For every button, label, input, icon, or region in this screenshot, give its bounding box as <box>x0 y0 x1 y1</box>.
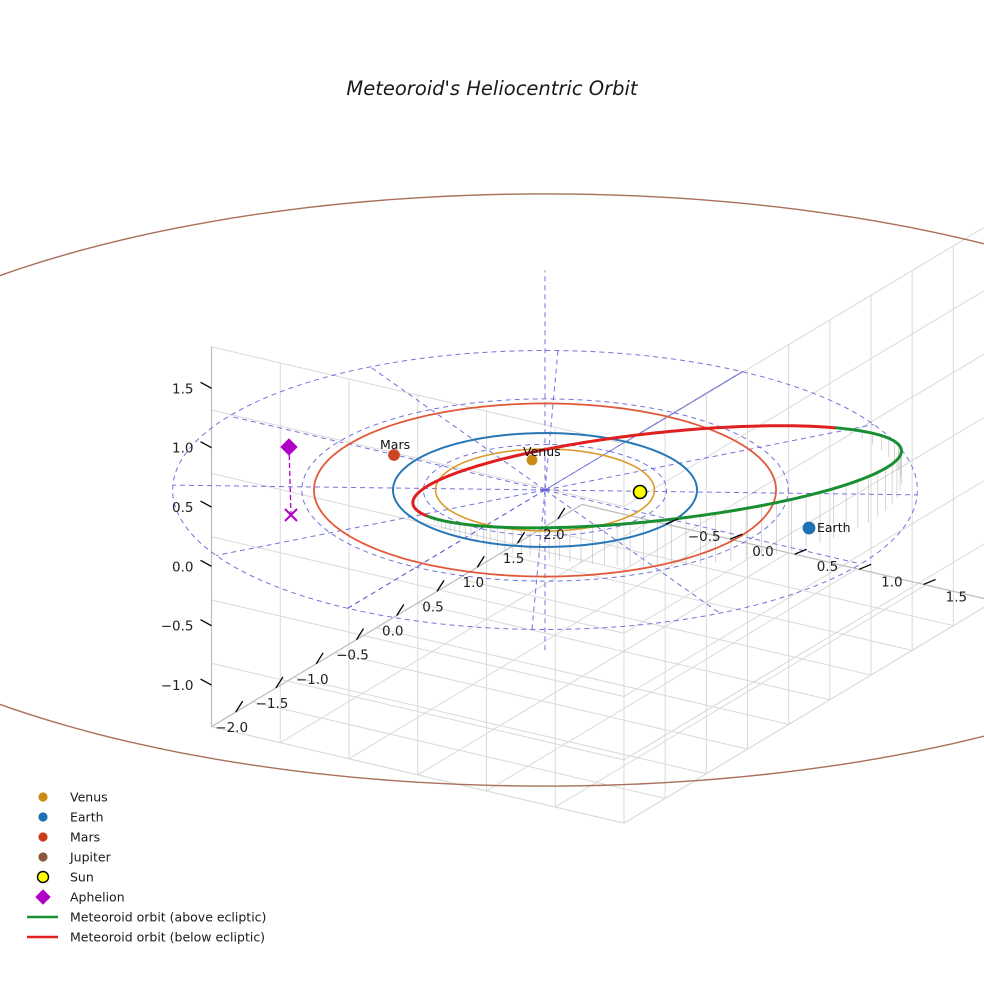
legend-item-label: Meteoroid orbit (below ecliptic) <box>70 930 265 945</box>
label-mars: Mars <box>380 437 410 452</box>
svg-text:0.0: 0.0 <box>382 624 403 640</box>
legend-circle-swatch <box>38 832 48 842</box>
planet-orbits <box>0 193 984 787</box>
legend-item-label: Earth <box>70 810 104 825</box>
page-title: Meteoroid's Heliocentric Orbit <box>346 77 639 100</box>
legend-item-label: Sun <box>70 870 94 885</box>
svg-text:1.5: 1.5 <box>946 589 967 605</box>
legend-circle-swatch <box>38 852 48 862</box>
meteoroid-orbit <box>411 424 903 530</box>
svg-text:1.0: 1.0 <box>463 575 484 591</box>
stem-lines <box>427 428 902 567</box>
svg-text:0.0: 0.0 <box>752 544 773 560</box>
legend-item-label: Mars <box>70 830 100 845</box>
svg-text:1.0: 1.0 <box>881 574 902 590</box>
svg-text:0.5: 0.5 <box>172 500 193 516</box>
svg-text:1.5: 1.5 <box>503 551 524 567</box>
svg-text:2.0: 2.0 <box>543 527 564 543</box>
label-venus: Venus <box>523 444 561 459</box>
legend-item-label: Jupiter <box>69 850 112 865</box>
svg-text:0.5: 0.5 <box>422 599 443 615</box>
svg-text:−1.5: −1.5 <box>256 696 289 712</box>
svg-text:−0.5: −0.5 <box>336 648 369 664</box>
body-markers <box>280 438 816 535</box>
legend-item-label: Aphelion <box>70 890 125 905</box>
legend-item-label: Meteoroid orbit (above ecliptic) <box>70 910 266 925</box>
svg-text:−1.0: −1.0 <box>161 678 194 694</box>
legend-circle-swatch <box>38 812 48 822</box>
legend-circle-swatch <box>38 792 48 802</box>
legend-diamond-swatch <box>35 889 51 905</box>
svg-text:1.0: 1.0 <box>172 441 193 457</box>
svg-text:−0.5: −0.5 <box>161 619 194 635</box>
legend: Venus Earth Mars Jupiter Sun Aphelion Meteoroi… <box>27 790 266 945</box>
svg-text:0.0: 0.0 <box>172 559 193 575</box>
svg-text:1.5: 1.5 <box>172 381 193 397</box>
svg-text:0.5: 0.5 <box>817 559 838 575</box>
axis-ticks: 1.5 1.0 0.5 0.0 −0.5 −1.0 −2.0 −1.5 −1.0 −0.5 0.0 0… <box>161 381 967 736</box>
legend-circle-swatch <box>36 870 50 884</box>
polar-grid <box>172 270 918 651</box>
svg-text:−2.0: −2.0 <box>215 720 248 736</box>
legend-item-label: Venus <box>70 790 108 805</box>
svg-text:−0.5: −0.5 <box>688 529 721 545</box>
svg-text:−1.0: −1.0 <box>296 672 329 688</box>
label-earth: Earth <box>817 520 851 535</box>
